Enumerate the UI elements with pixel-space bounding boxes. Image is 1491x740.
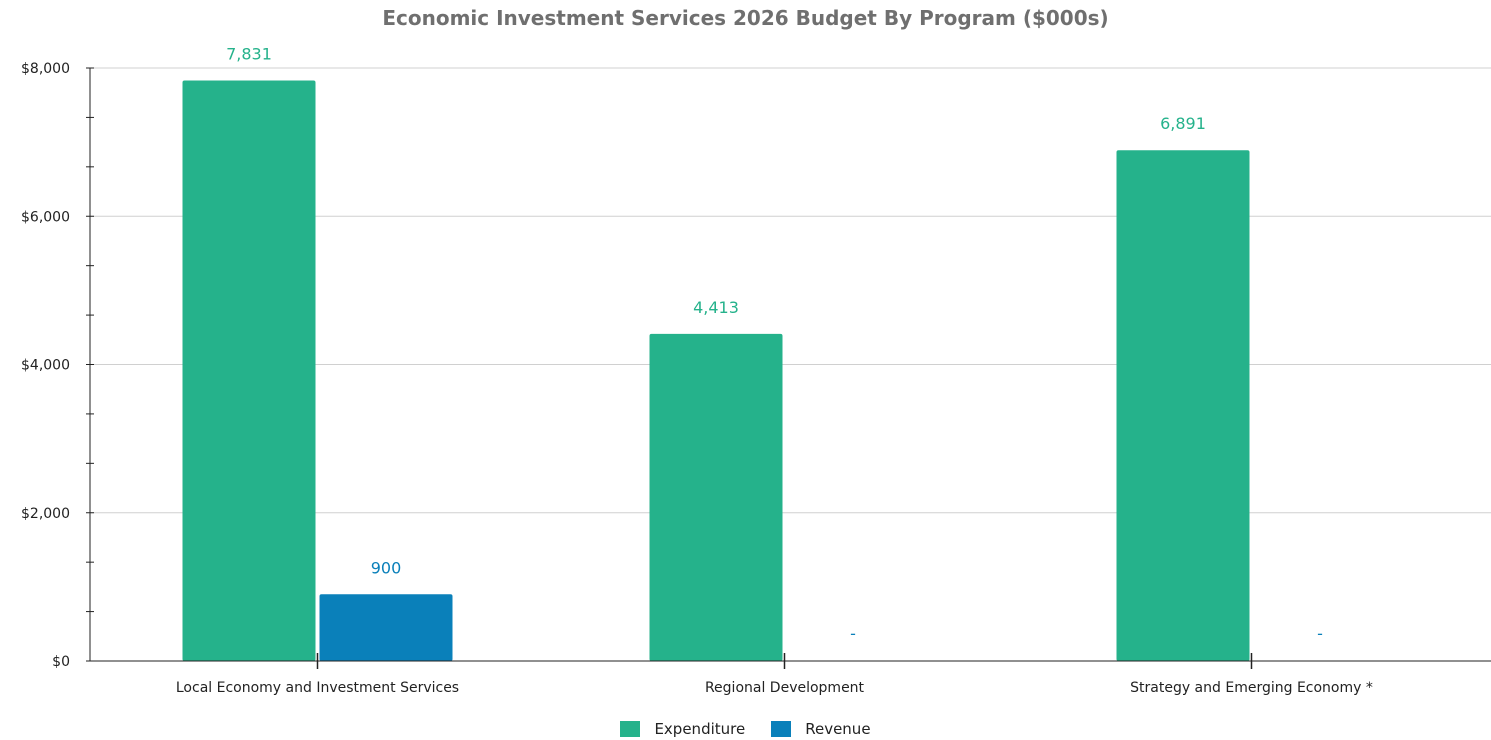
- y-tick-label: $6,000: [21, 209, 70, 225]
- data-label-expenditure-2: 6,891: [1160, 114, 1206, 133]
- chart-title: Economic Investment Services 2026 Budget…: [382, 6, 1109, 30]
- data-label-revenue-2: -: [1317, 624, 1323, 643]
- legend-item-expenditure[interactable]: Expenditure: [620, 720, 745, 738]
- bar-revenue-0[interactable]: [319, 594, 453, 661]
- x-tick-label: Regional Development: [705, 680, 865, 696]
- legend-item-revenue[interactable]: Revenue: [771, 720, 871, 738]
- bar-expenditure-0[interactable]: [182, 80, 316, 662]
- data-label-expenditure-1: 4,413: [693, 298, 739, 317]
- bar-expenditure-1[interactable]: [649, 333, 783, 661]
- data-label-revenue-0: 900: [371, 558, 402, 577]
- legend-swatch-expenditure: [620, 721, 641, 737]
- y-tick-label: $8,000: [21, 61, 70, 77]
- y-tick-label: $2,000: [21, 506, 70, 522]
- chart-legend: Expenditure Revenue: [0, 720, 1491, 738]
- data-label-revenue-1: -: [850, 624, 856, 643]
- y-tick-label: $0: [52, 654, 70, 670]
- legend-label-revenue: Revenue: [805, 720, 871, 738]
- bar-expenditure-2[interactable]: [1116, 150, 1250, 661]
- legend-label-expenditure: Expenditure: [654, 720, 746, 738]
- x-tick-label: Strategy and Emerging Economy *: [1130, 680, 1373, 696]
- legend-swatch-revenue: [771, 721, 792, 737]
- y-tick-label: $4,000: [21, 358, 70, 374]
- data-label-expenditure-0: 7,831: [226, 45, 272, 64]
- x-tick-label: Local Economy and Investment Services: [176, 680, 459, 696]
